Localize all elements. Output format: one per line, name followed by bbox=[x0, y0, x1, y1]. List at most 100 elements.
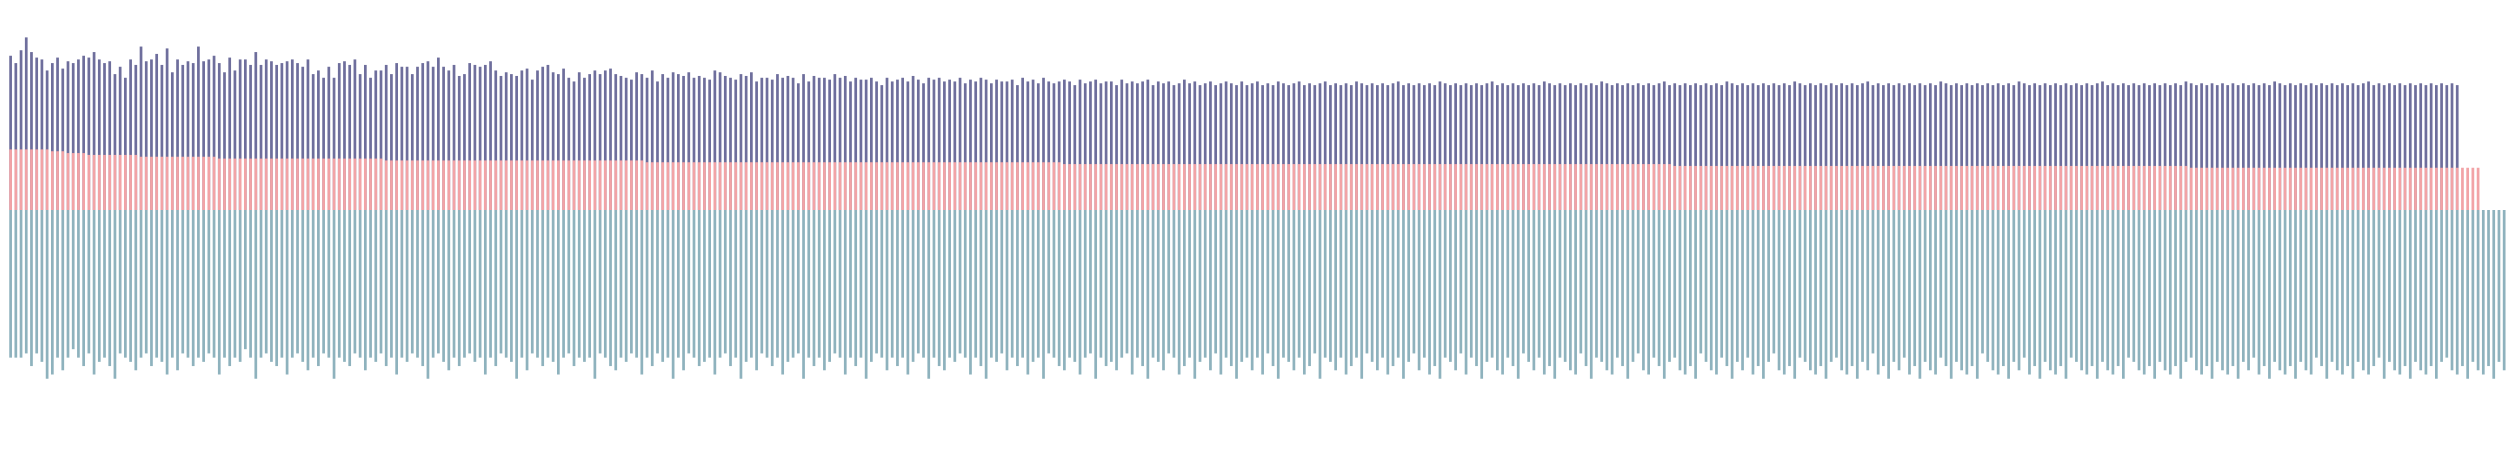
bottom-bar bbox=[1099, 210, 1103, 358]
middle-bar bbox=[82, 153, 85, 210]
middle-bar bbox=[1443, 164, 1447, 210]
bottom-bar bbox=[61, 210, 65, 371]
middle-bar bbox=[2268, 167, 2271, 210]
middle-bar bbox=[2033, 165, 2037, 210]
bottom-bar bbox=[1595, 210, 1598, 358]
middle-bar bbox=[849, 162, 852, 210]
bottom-bar bbox=[1746, 210, 1750, 358]
middle-bar bbox=[1057, 162, 1061, 210]
bottom-bar bbox=[327, 210, 331, 358]
top-bar bbox=[285, 61, 289, 210]
bottom-bar bbox=[1970, 210, 1974, 367]
top-bar bbox=[1287, 85, 1291, 210]
bottom-bar bbox=[1798, 210, 1802, 358]
bottom-bar bbox=[833, 210, 837, 354]
top-bar bbox=[30, 52, 33, 210]
top-bar bbox=[1756, 85, 1760, 210]
bottom-bar bbox=[1777, 210, 1781, 371]
middle-bar bbox=[1928, 165, 1932, 210]
bottom-bar bbox=[2148, 210, 2151, 367]
middle-bar bbox=[1882, 165, 1885, 210]
middle-bar bbox=[1986, 165, 1990, 210]
top-bar bbox=[1506, 85, 1510, 210]
middle-bar bbox=[1615, 164, 1619, 210]
bottom-bar bbox=[442, 210, 445, 362]
top-bar bbox=[1642, 85, 1645, 210]
top-bar bbox=[1381, 83, 1384, 210]
middle-bar bbox=[384, 160, 388, 210]
top-bar bbox=[546, 64, 550, 211]
top-bar bbox=[2231, 83, 2235, 210]
bottom-bar bbox=[1621, 210, 1624, 367]
top-bar bbox=[786, 75, 790, 210]
top-bar bbox=[630, 79, 633, 211]
bottom-bar bbox=[640, 210, 644, 375]
bottom-bar bbox=[285, 210, 289, 375]
bottom-bar bbox=[875, 210, 878, 354]
middle-bar bbox=[155, 156, 159, 210]
top-bar bbox=[2200, 83, 2203, 210]
middle-bar bbox=[478, 160, 482, 210]
bottom-bar bbox=[1636, 210, 1640, 354]
top-bar bbox=[442, 66, 445, 210]
middle-bar bbox=[2017, 165, 2021, 210]
bottom-bar bbox=[525, 210, 529, 371]
bottom-bar bbox=[593, 210, 597, 379]
middle-bar bbox=[2148, 165, 2151, 210]
top-bar bbox=[922, 83, 925, 210]
middle-bar bbox=[1031, 162, 1035, 210]
bottom-bar bbox=[1735, 210, 1739, 362]
middle-bar bbox=[1845, 165, 1849, 210]
bottom-bar bbox=[87, 210, 91, 354]
bottom-bar bbox=[489, 210, 492, 358]
middle-bar bbox=[932, 162, 936, 210]
top-bar bbox=[1913, 85, 1917, 210]
middle-bar bbox=[624, 160, 628, 210]
top-bar bbox=[202, 61, 205, 210]
bottom-bar bbox=[447, 210, 451, 371]
middle-bar bbox=[2059, 165, 2063, 210]
bottom-bar bbox=[2356, 210, 2360, 362]
top-bar bbox=[1276, 81, 1280, 210]
bottom-bar bbox=[1913, 210, 1917, 367]
top-bar bbox=[82, 55, 85, 210]
middle-bar bbox=[332, 158, 336, 210]
bottom-bar bbox=[1704, 210, 1708, 362]
bottom-bar bbox=[103, 210, 106, 358]
bottom-bar bbox=[395, 210, 398, 375]
middle-bar bbox=[2419, 167, 2423, 210]
top-bar bbox=[1631, 85, 1635, 210]
top-bar bbox=[718, 72, 722, 211]
middle-bar bbox=[1756, 165, 1760, 210]
bottom-bar bbox=[223, 210, 226, 358]
top-bar bbox=[71, 63, 75, 211]
top-bar bbox=[457, 75, 461, 210]
top-bar bbox=[796, 83, 800, 210]
middle-bar bbox=[327, 158, 331, 210]
middle-bar bbox=[2476, 167, 2480, 210]
bottom-bar bbox=[776, 210, 779, 358]
bottom-bar bbox=[2388, 210, 2391, 362]
middle-bar bbox=[56, 151, 59, 210]
middle-bar bbox=[1396, 164, 1400, 210]
middle-bar bbox=[1819, 165, 1823, 210]
bottom-bar bbox=[906, 210, 910, 375]
top-bar bbox=[1068, 81, 1071, 210]
middle-bar bbox=[1376, 164, 1379, 210]
middle-bar bbox=[160, 156, 164, 210]
top-bar bbox=[223, 72, 226, 211]
bottom-bar bbox=[1391, 210, 1395, 367]
middle-bar bbox=[66, 153, 70, 210]
middle-bar bbox=[755, 162, 758, 210]
bottom-bar bbox=[296, 210, 299, 354]
middle-bar bbox=[823, 162, 826, 210]
top-bar bbox=[1141, 81, 1144, 210]
middle-bar bbox=[1725, 165, 1729, 210]
top-bar bbox=[1089, 81, 1092, 210]
top-bar bbox=[1156, 81, 1160, 210]
middle-bar bbox=[567, 160, 571, 210]
middle-bar bbox=[2435, 167, 2438, 210]
middle-bar bbox=[828, 162, 831, 210]
top-bar bbox=[45, 70, 49, 210]
